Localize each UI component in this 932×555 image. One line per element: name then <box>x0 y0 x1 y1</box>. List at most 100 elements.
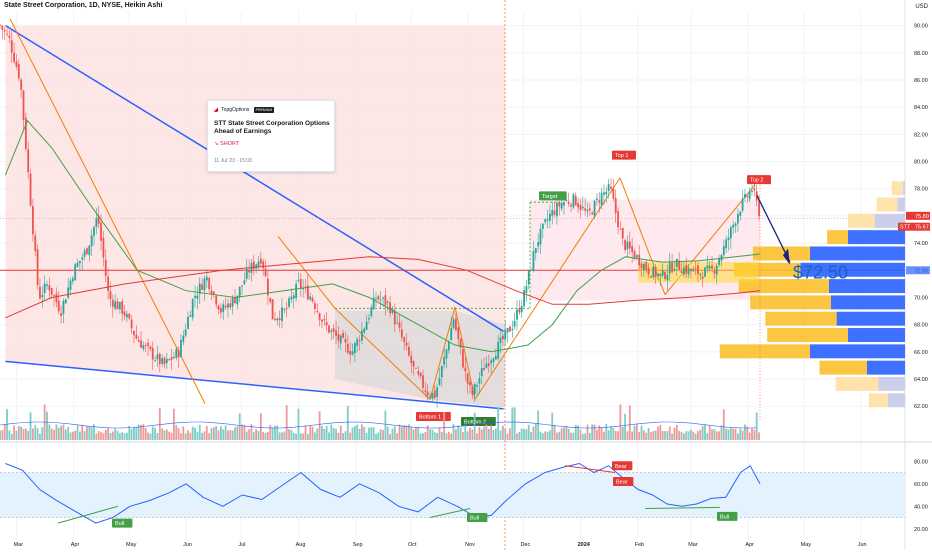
candle-body <box>389 302 391 314</box>
candle-body <box>431 392 434 399</box>
volume-bar <box>624 413 626 440</box>
volume-bar <box>502 425 504 440</box>
volume-profile-yellow <box>819 360 867 375</box>
volume-bar <box>687 431 690 440</box>
price-axis-tick: 62.00 <box>914 404 928 410</box>
volume-profile-yellow <box>827 230 848 245</box>
volume-bar <box>71 431 74 440</box>
candle-body <box>201 284 203 290</box>
volume-bar <box>236 426 239 440</box>
volume-bar <box>128 425 131 440</box>
volume-bar <box>541 433 544 440</box>
volume-bar <box>398 424 401 440</box>
short-arrow-icon: ↘ <box>214 141 219 147</box>
volume-bar <box>234 427 236 440</box>
volume-bar <box>673 427 676 440</box>
candle-body <box>276 318 279 321</box>
volume-bar <box>579 429 582 440</box>
volume-bar <box>62 424 65 440</box>
volume-bar <box>424 431 427 440</box>
volume-bar <box>612 427 615 440</box>
volume-bar <box>621 426 624 440</box>
candle-body <box>379 299 382 301</box>
volume-bar <box>614 430 617 440</box>
volume-bar <box>299 433 302 440</box>
candle-body <box>252 261 255 270</box>
candle-body <box>372 297 375 310</box>
idea-card[interactable]: ◢ TopgOptions PREMIUM STT State Street C… <box>207 100 335 172</box>
currency-label: USD <box>915 4 928 10</box>
volume-bar <box>685 431 688 440</box>
volume-bar <box>699 429 702 440</box>
candle-body <box>577 203 579 208</box>
candle-body <box>638 254 641 266</box>
volume-bar <box>647 428 650 440</box>
candle-body <box>433 390 436 399</box>
volume-bar <box>697 430 699 440</box>
candle-body <box>57 300 60 312</box>
bottom1-label: Bottom 1 <box>419 415 441 421</box>
candle-body <box>391 309 394 313</box>
volume-bar <box>433 432 436 440</box>
candle-body <box>245 268 248 279</box>
volume-bar <box>462 432 464 440</box>
volume-bar <box>487 428 490 440</box>
candle-body <box>285 307 288 309</box>
bottom2-label-bg <box>461 417 496 426</box>
candle-body <box>704 267 706 277</box>
candle-body <box>603 192 605 195</box>
candle-body <box>748 191 751 200</box>
candle-body <box>346 343 349 353</box>
candle-body <box>567 201 570 204</box>
pattern-line <box>277 235 336 309</box>
volume-bar <box>283 431 286 440</box>
volume-bar <box>408 424 410 440</box>
candle-body <box>173 356 175 359</box>
idea-card-title[interactable]: STT State Street Corporation Options Ahe… <box>214 120 330 135</box>
volume-bar <box>142 424 145 440</box>
volume-bar <box>182 426 185 440</box>
volume-bar <box>755 412 758 440</box>
volume-bar <box>137 424 140 440</box>
volume-bar <box>586 424 589 440</box>
candle-body <box>370 307 373 317</box>
volume-bar <box>36 428 39 440</box>
candle-body <box>55 293 58 303</box>
volume-bar <box>725 428 728 440</box>
volume-bar <box>318 411 321 440</box>
volume-bar <box>516 433 518 440</box>
volume-bar <box>553 424 556 440</box>
candle-body <box>682 267 685 275</box>
candle-body <box>29 173 32 206</box>
volume-bar <box>426 425 429 440</box>
volume-bar <box>565 425 568 440</box>
volume-bar <box>285 405 288 440</box>
candle-body <box>382 297 384 299</box>
candle-body <box>147 342 149 346</box>
candle-body <box>93 226 95 236</box>
candle-body <box>86 248 88 255</box>
volume-bar <box>511 407 514 440</box>
candle-body <box>671 262 673 272</box>
volume-profile-yellow <box>765 311 837 326</box>
candle-body <box>480 368 483 376</box>
candle-body <box>422 375 424 388</box>
candle-body <box>436 387 438 397</box>
candle-body <box>302 287 305 290</box>
candle-body <box>537 242 540 247</box>
volume-bar <box>722 409 725 440</box>
volume-bar <box>0 430 1 440</box>
volume-bar <box>422 433 424 440</box>
volume-bar <box>633 425 636 440</box>
volume-bar <box>727 429 730 440</box>
bull-label-2-bg <box>467 513 488 522</box>
volume-bar <box>729 427 732 440</box>
candle-body <box>393 310 396 325</box>
volume-bar <box>476 433 478 440</box>
candle-body <box>483 368 485 371</box>
candle-body <box>210 290 213 295</box>
volume-bar <box>135 427 138 440</box>
candle-body <box>184 329 187 336</box>
candle-body <box>581 206 584 209</box>
price-axis-tick: 68.00 <box>914 323 928 329</box>
